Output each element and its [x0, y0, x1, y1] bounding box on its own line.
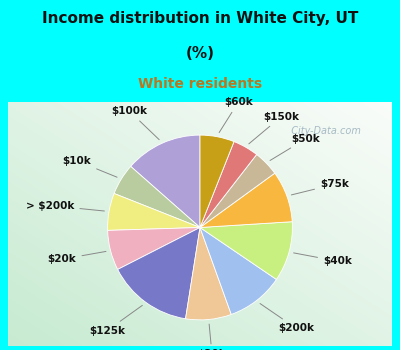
Wedge shape	[114, 166, 200, 228]
Wedge shape	[200, 173, 292, 228]
Text: White residents: White residents	[138, 77, 262, 91]
Text: $50k: $50k	[270, 134, 320, 160]
Text: $150k: $150k	[249, 112, 299, 144]
Wedge shape	[131, 135, 200, 228]
Text: $100k: $100k	[112, 106, 159, 140]
Text: $40k: $40k	[294, 253, 352, 266]
Wedge shape	[108, 194, 200, 230]
Wedge shape	[200, 142, 257, 228]
Text: $20k: $20k	[48, 251, 106, 264]
Text: $10k: $10k	[62, 156, 117, 177]
Text: $60k: $60k	[219, 97, 253, 133]
Text: $75k: $75k	[291, 179, 349, 195]
Wedge shape	[200, 222, 292, 279]
Wedge shape	[200, 154, 275, 228]
Wedge shape	[200, 135, 234, 228]
Text: (%): (%)	[186, 46, 214, 61]
Wedge shape	[186, 228, 231, 320]
Text: > $200k: > $200k	[26, 201, 104, 211]
Text: Income distribution in White City, UT: Income distribution in White City, UT	[42, 10, 358, 26]
Text: $125k: $125k	[89, 305, 142, 336]
Text: City-Data.com: City-Data.com	[285, 126, 361, 136]
Wedge shape	[108, 228, 200, 270]
Text: $30k: $30k	[198, 324, 226, 350]
Text: $200k: $200k	[260, 303, 314, 333]
Wedge shape	[118, 228, 200, 319]
Wedge shape	[200, 228, 276, 314]
